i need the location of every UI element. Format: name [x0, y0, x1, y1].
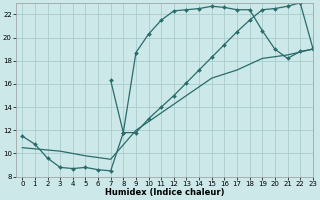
X-axis label: Humidex (Indice chaleur): Humidex (Indice chaleur) [105, 188, 224, 197]
